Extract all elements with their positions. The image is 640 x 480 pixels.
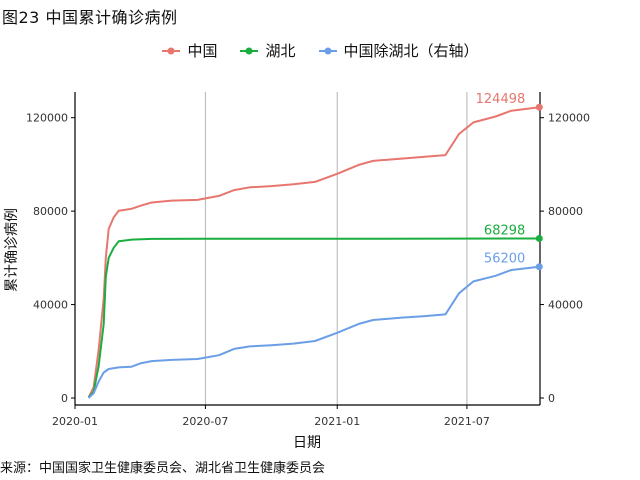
- chart-legend: 中国 湖北 中国除湖北（右轴）: [0, 40, 640, 61]
- y-axis-title: 累计确诊病例: [4, 208, 20, 292]
- series-end-label-0: 124498: [476, 92, 526, 107]
- legend-label-china: 中国: [187, 42, 218, 60]
- series-end-label-2: 56200: [484, 252, 525, 267]
- y-tick-label-left-1: 40000: [33, 299, 68, 312]
- y-tick-label-right-2: 80000: [548, 205, 583, 218]
- legend-label-ex-hubei: 中国除湖北（右轴）: [343, 42, 479, 60]
- series-line-1: [87, 237, 540, 399]
- chart-series: [87, 103, 543, 399]
- series-line-0: [87, 106, 540, 398]
- series-line-2: [87, 265, 540, 399]
- series-endpoint-1: [535, 234, 543, 242]
- source-note: 来源：中国国家卫生健康委员会、湖北省卫生健康委员会: [0, 461, 326, 476]
- x-tick-label-3: 2021-07: [444, 415, 490, 428]
- y-tick-label-left-3: 120000: [26, 112, 68, 125]
- legend-item-ex-hubei: 中国除湖北（右轴）: [318, 40, 479, 61]
- grid-lines: [204, 92, 468, 405]
- series-end-label-1: 68298: [484, 223, 525, 238]
- y-tick-label-right-0: 0: [548, 392, 555, 405]
- chart-labels: 124498 68298 56200: [476, 92, 526, 267]
- series-endpoint-0: [535, 103, 543, 111]
- figure-title: 图23 中国累计确诊病例: [2, 8, 178, 27]
- y-tick-label-right-3: 120000: [548, 112, 590, 125]
- x-tick-label-1: 2020-07: [182, 415, 228, 428]
- legend-key-china: [162, 47, 181, 54]
- x-tick-label-0: 2020-01: [52, 415, 98, 428]
- y-tick-label-right-1: 40000: [548, 299, 583, 312]
- legend-key-hubei: [240, 47, 259, 54]
- series-endpoint-2: [535, 263, 543, 271]
- legend-key-ex-hubei: [318, 47, 337, 54]
- legend-item-china: 中国: [161, 40, 217, 61]
- legend-item-hubei: 湖北: [239, 40, 296, 61]
- y-tick-label-left-0: 0: [61, 392, 68, 405]
- chart-axes: 0 0 40000 40000 80000 80000 120000 120000 2020-0…: [26, 92, 590, 428]
- y-tick-label-left-2: 80000: [33, 205, 68, 218]
- x-axis-title: 日期: [293, 435, 321, 451]
- legend-label-hubei: 湖北: [265, 42, 296, 60]
- x-tick-label-2: 2021-01: [314, 415, 360, 428]
